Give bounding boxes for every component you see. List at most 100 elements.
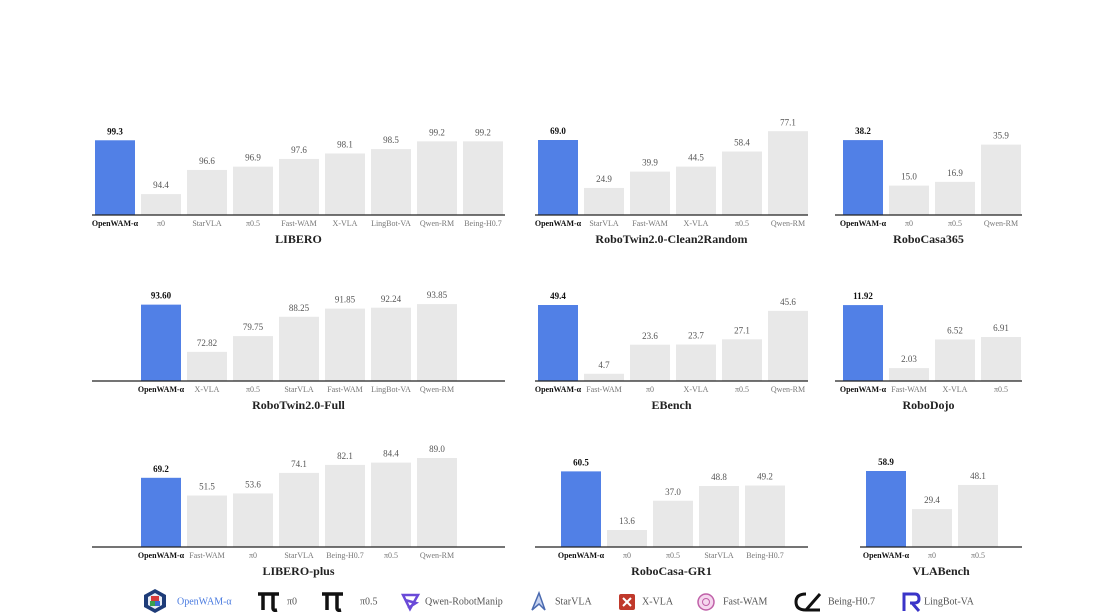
bar xyxy=(279,472,319,547)
bar xyxy=(889,185,929,215)
bar xyxy=(912,509,952,547)
legend-icon xyxy=(902,592,921,612)
bar xyxy=(279,316,319,381)
bar xyxy=(233,493,273,547)
bar xyxy=(843,140,883,215)
panel-title: LIBERO xyxy=(275,232,322,246)
bar xyxy=(981,144,1021,215)
bar xyxy=(843,305,883,381)
x-tick-label: X-VLA xyxy=(684,219,709,228)
x-tick-label: OpenWAM-α xyxy=(840,385,887,394)
x-tick-label: StarVLA xyxy=(284,551,314,560)
bar xyxy=(958,484,998,547)
bar xyxy=(935,181,975,215)
panel-title: RoboTwin2.0-Full xyxy=(252,398,345,412)
x-tick-label: π0.5 xyxy=(971,551,985,560)
x-tick-label: Qwen-RM xyxy=(984,219,1018,228)
x-tick-label: OpenWAM-α xyxy=(138,385,185,394)
value-label: 15.0 xyxy=(901,172,917,182)
x-tick-label: StarVLA xyxy=(192,219,222,228)
bar xyxy=(325,464,365,547)
value-label: 11.92 xyxy=(853,291,873,301)
x-tick-label: π0.5 xyxy=(948,219,962,228)
bar xyxy=(187,351,227,381)
value-label: 44.5 xyxy=(688,153,704,163)
bar xyxy=(325,308,365,381)
x-tick-label: OpenWAM-α xyxy=(863,551,910,560)
value-label: 88.25 xyxy=(289,303,310,313)
x-tick-label: π0.5 xyxy=(384,551,398,560)
value-label: 51.5 xyxy=(199,482,215,492)
panel-title: RoboCasa365 xyxy=(893,232,964,246)
value-label: 49.4 xyxy=(550,291,566,301)
x-tick-label: Fast-WAM xyxy=(632,219,668,228)
value-label: 98.1 xyxy=(337,140,353,150)
value-label: 39.9 xyxy=(642,158,658,168)
bar xyxy=(607,530,647,547)
value-label: 74.1 xyxy=(291,459,307,469)
x-tick-label: π0.5 xyxy=(994,385,1008,394)
value-label: 82.1 xyxy=(337,451,353,461)
x-tick-label: StarVLA xyxy=(589,219,619,228)
x-tick-label: LingBot-VA xyxy=(371,385,411,394)
x-tick-label: Qwen-RM xyxy=(771,219,805,228)
value-label: 69.2 xyxy=(153,464,169,474)
value-label: 97.6 xyxy=(291,145,307,155)
x-tick-label: π0.5 xyxy=(666,551,680,560)
value-label: 48.8 xyxy=(711,472,727,482)
value-label: 53.6 xyxy=(245,479,261,489)
value-label: 16.9 xyxy=(947,168,963,178)
value-label: 6.91 xyxy=(993,323,1009,333)
bar xyxy=(584,187,624,215)
x-tick-label: Being-H0.7 xyxy=(326,551,364,560)
x-tick-label: X-VLA xyxy=(943,385,968,394)
bar xyxy=(141,304,181,381)
bar xyxy=(538,140,578,215)
bar xyxy=(889,368,929,381)
value-label: 23.7 xyxy=(688,331,704,341)
bar xyxy=(371,307,411,381)
legend-icon xyxy=(400,593,421,612)
bar xyxy=(768,310,808,381)
bar xyxy=(561,471,601,547)
legend-icon xyxy=(531,590,546,611)
bar xyxy=(699,486,739,547)
panel-title: EBench xyxy=(651,398,691,412)
legend-label: π0.5 xyxy=(360,596,378,607)
value-label: 84.4 xyxy=(383,449,399,459)
value-label: 13.6 xyxy=(619,516,635,526)
x-tick-label: StarVLA xyxy=(284,385,314,394)
x-tick-label: Qwen-RM xyxy=(771,385,805,394)
legend-icon xyxy=(258,592,279,612)
bar xyxy=(371,149,411,215)
value-label: 72.82 xyxy=(197,338,217,348)
value-label: 93.60 xyxy=(151,291,172,301)
x-tick-label: π0.5 xyxy=(735,385,749,394)
value-label: 94.4 xyxy=(153,180,169,190)
panel-title: VLABench xyxy=(912,564,970,578)
value-label: 99.2 xyxy=(475,127,491,137)
x-tick-label: OpenWAM-α xyxy=(535,385,582,394)
x-tick-label: Fast-WAM xyxy=(586,385,622,394)
value-label: 45.6 xyxy=(780,297,796,307)
x-tick-label: Qwen-RM xyxy=(420,385,454,394)
legend-icon xyxy=(794,592,822,612)
bar xyxy=(676,344,716,381)
x-tick-label: π0 xyxy=(905,219,913,228)
bar xyxy=(417,458,457,547)
value-label: 69.0 xyxy=(550,126,566,136)
bar xyxy=(95,140,135,215)
legend-icon xyxy=(619,594,635,610)
x-tick-label: OpenWAM-α xyxy=(840,219,887,228)
bar xyxy=(371,462,411,547)
x-tick-label: Qwen-RM xyxy=(420,219,454,228)
panel-title: RoboCasa-GR1 xyxy=(631,564,712,578)
value-label: 96.9 xyxy=(245,153,261,163)
value-label: 92.24 xyxy=(381,294,402,304)
x-tick-label: OpenWAM-α xyxy=(535,219,582,228)
value-label: 93.85 xyxy=(427,290,448,300)
value-label: 29.4 xyxy=(924,495,940,505)
legend-label: Being-H0.7 xyxy=(828,596,875,607)
x-tick-label: OpenWAM-α xyxy=(92,219,139,228)
